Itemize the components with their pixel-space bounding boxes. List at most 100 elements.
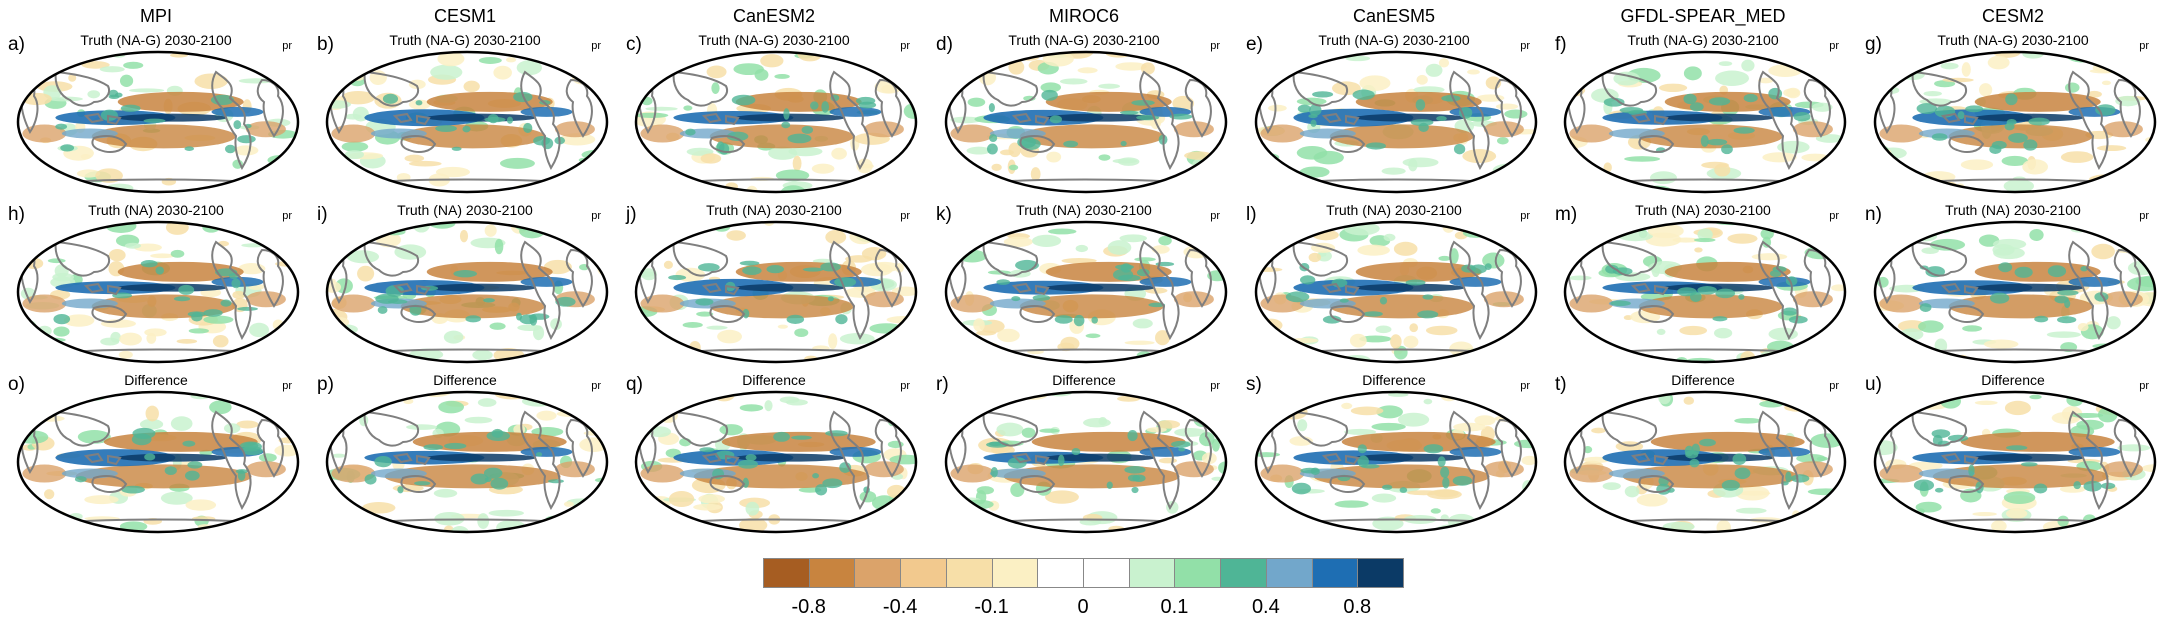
map-panel: u) Difference pr xyxy=(1863,372,2163,542)
panel-title: Truth (NA-G) 2030-2100 xyxy=(1318,32,1470,48)
variable-label: pr xyxy=(282,40,292,52)
variable-label: pr xyxy=(900,40,910,52)
map-panel: f) Truth (NA-G) 2030-2100 pr xyxy=(1553,32,1853,202)
world-map xyxy=(634,390,918,534)
panel-letter: h) xyxy=(8,204,25,225)
panel-title: Difference xyxy=(124,372,188,388)
panel-title: Difference xyxy=(742,372,806,388)
colorbar-tick-label: -0.8 xyxy=(791,596,826,618)
variable-label: pr xyxy=(1829,210,1839,222)
variable-label: pr xyxy=(1520,40,1530,52)
colorbar-swatch xyxy=(1265,558,1313,588)
panel-title: Truth (NA) 2030-2100 xyxy=(1945,202,2081,218)
colorbar-swatch xyxy=(1083,558,1130,588)
panel-title: Truth (NA-G) 2030-2100 xyxy=(389,32,541,48)
panel-letter: b) xyxy=(317,34,334,55)
world-map xyxy=(1563,390,1847,534)
colorbar-tick-label: -0.4 xyxy=(882,596,918,618)
panel-title: Truth (NA) 2030-2100 xyxy=(397,202,533,218)
panel-title: Difference xyxy=(1671,372,1735,388)
map-panel: l) Truth (NA) 2030-2100 pr xyxy=(1244,202,1544,372)
colorbar-tick-label: -0.1 xyxy=(974,596,1009,618)
colorbar-swatch xyxy=(900,558,947,588)
map-panel: g) Truth (NA-G) 2030-2100 pr xyxy=(1863,32,2163,202)
world-map xyxy=(16,220,300,364)
world-map xyxy=(634,50,918,194)
panel-title: Difference xyxy=(1052,372,1116,388)
variable-label: pr xyxy=(591,40,601,52)
map-panel: o) Difference pr xyxy=(6,372,306,542)
colorbar-swatch xyxy=(854,558,902,588)
map-panel: c) Truth (NA-G) 2030-2100 pr xyxy=(624,32,924,202)
panel-title: Difference xyxy=(1981,372,2045,388)
panel-title: Truth (NA-G) 2030-2100 xyxy=(1627,32,1779,48)
colorbar-swatch xyxy=(1311,558,1359,588)
world-map xyxy=(325,50,609,194)
model-title: CanESM2 xyxy=(732,6,816,26)
world-map xyxy=(1254,390,1538,534)
panel-letter: q) xyxy=(626,374,643,395)
variable-label: pr xyxy=(2139,40,2149,52)
colorbar-swatch xyxy=(1128,558,1176,588)
panel-title: Truth (NA) 2030-2100 xyxy=(1326,202,1462,218)
map-panel: r) Difference pr xyxy=(934,372,1234,542)
panel-letter: d) xyxy=(936,34,953,55)
colorbar-tick-label: 0.8 xyxy=(1343,596,1372,618)
variable-label: pr xyxy=(1210,210,1220,222)
world-map xyxy=(325,390,609,534)
map-panel: q) Difference pr xyxy=(624,372,924,542)
map-panel: h) Truth (NA) 2030-2100 pr xyxy=(6,202,306,372)
world-map xyxy=(1873,390,2157,534)
map-panel: i) Truth (NA) 2030-2100 pr xyxy=(315,202,615,372)
panel-letter: j) xyxy=(626,204,637,225)
world-map xyxy=(1873,220,2157,364)
panel-title: Truth (NA) 2030-2100 xyxy=(1635,202,1771,218)
panel-letter: l) xyxy=(1246,204,1257,225)
map-panel: k) Truth (NA) 2030-2100 pr xyxy=(934,202,1234,372)
world-map xyxy=(944,50,1228,194)
panel-letter: n) xyxy=(1865,204,1882,225)
colorbar-swatch xyxy=(1220,558,1267,588)
panel-letter: o) xyxy=(8,374,25,395)
world-map xyxy=(16,390,300,534)
colorbar: -0.8 -0.4 -0.1 0 0.1 0.4 0.8 xyxy=(763,558,1404,624)
colorbar-swatch xyxy=(808,558,856,588)
variable-label: pr xyxy=(591,210,601,222)
colorbar-swatch xyxy=(1037,558,1084,588)
panel-title: Difference xyxy=(433,372,497,388)
variable-label: pr xyxy=(2139,210,2149,222)
world-map xyxy=(1254,50,1538,194)
map-panel: a) Truth (NA-G) 2030-2100 pr xyxy=(6,32,306,202)
world-map xyxy=(1563,220,1847,364)
panel-letter: e) xyxy=(1246,34,1263,55)
map-panel: m) Truth (NA) 2030-2100 pr xyxy=(1553,202,1853,372)
panel-letter: m) xyxy=(1555,204,1578,225)
map-panel: s) Difference pr xyxy=(1244,372,1544,542)
panel-letter: r) xyxy=(936,374,949,395)
variable-label: pr xyxy=(1210,380,1220,392)
world-map xyxy=(1873,50,2157,194)
variable-label: pr xyxy=(2139,380,2149,392)
panel-title: Truth (NA-G) 2030-2100 xyxy=(80,32,232,48)
panel-title: Truth (NA) 2030-2100 xyxy=(1016,202,1152,218)
colorbar-tick-label: 0.1 xyxy=(1160,596,1189,618)
variable-label: pr xyxy=(282,380,292,392)
variable-label: pr xyxy=(900,380,910,392)
world-map xyxy=(16,50,300,194)
panel-letter: i) xyxy=(317,204,328,225)
panel-title: Truth (NA-G) 2030-2100 xyxy=(1008,32,1160,48)
variable-label: pr xyxy=(1829,40,1839,52)
model-title: MIROC6 xyxy=(1048,6,1119,26)
model-title: GFDL-SPEAR_MED xyxy=(1620,6,1786,26)
panel-title: Truth (NA-G) 2030-2100 xyxy=(698,32,850,48)
world-map xyxy=(634,220,918,364)
world-map xyxy=(944,390,1228,534)
variable-label: pr xyxy=(900,210,910,222)
colorbar-swatch xyxy=(945,558,993,588)
panel-letter: u) xyxy=(1865,374,1882,395)
model-title: MPI xyxy=(139,6,172,26)
world-map xyxy=(1254,220,1538,364)
panel-title: Truth (NA-G) 2030-2100 xyxy=(1937,32,2089,48)
map-panel: p) Difference pr xyxy=(315,372,615,542)
panel-letter: t) xyxy=(1555,374,1567,395)
